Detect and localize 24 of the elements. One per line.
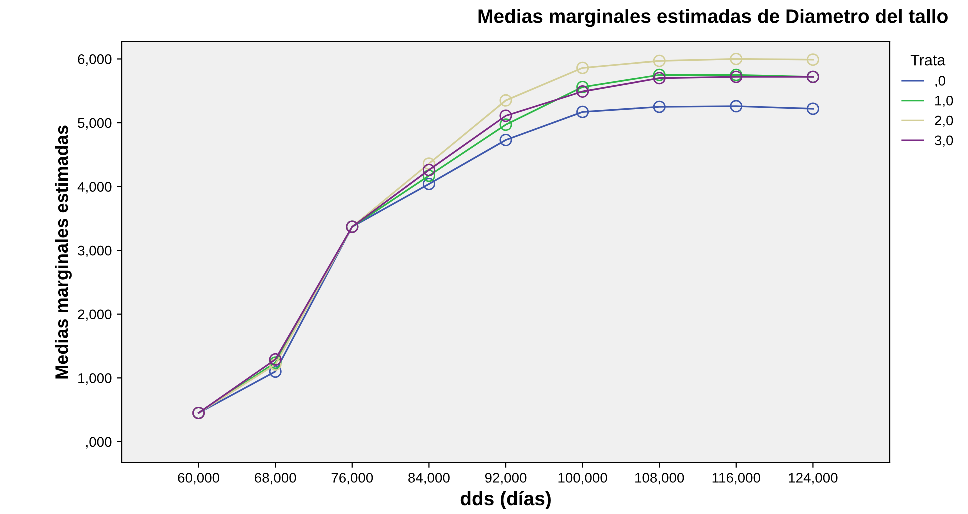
x-tick-label: 124,000 [789, 473, 838, 485]
x-tick-label: 116,000 [712, 473, 760, 485]
y-axis-title: Medias marginales estimadas [55, 126, 72, 379]
y-tick-label: 5,000 [78, 118, 112, 130]
x-tick-label: 108,000 [636, 473, 684, 485]
chart-title: Medias marginales estimadas de Diametro del tallo [478, 9, 948, 28]
legend-label: ,0 [936, 76, 946, 88]
legend-title: Trata [910, 55, 946, 66]
y-tick-label: ,000 [86, 437, 112, 449]
y-tick-label: 6,000 [78, 54, 112, 66]
x-tick-label: 100,000 [558, 473, 608, 485]
y-tick-label: 4,000 [78, 182, 112, 194]
x-axis-title: dds (días) [460, 491, 551, 510]
x-tick-label: 68,000 [255, 473, 296, 485]
y-tick-label: 2,000 [78, 310, 112, 322]
legend-label: 1,0 [936, 96, 954, 108]
x-tick-label: 60,000 [178, 473, 220, 485]
y-tick-label: 3,000 [78, 246, 112, 258]
legend-label: 3,0 [934, 136, 954, 148]
x-tick-label: 92,000 [485, 473, 527, 485]
legend-label: 2,0 [935, 116, 954, 128]
y-tick-label: 1,000 [78, 373, 112, 385]
x-tick-label: 84,000 [408, 473, 450, 485]
x-tick-label: 76,000 [332, 473, 374, 485]
